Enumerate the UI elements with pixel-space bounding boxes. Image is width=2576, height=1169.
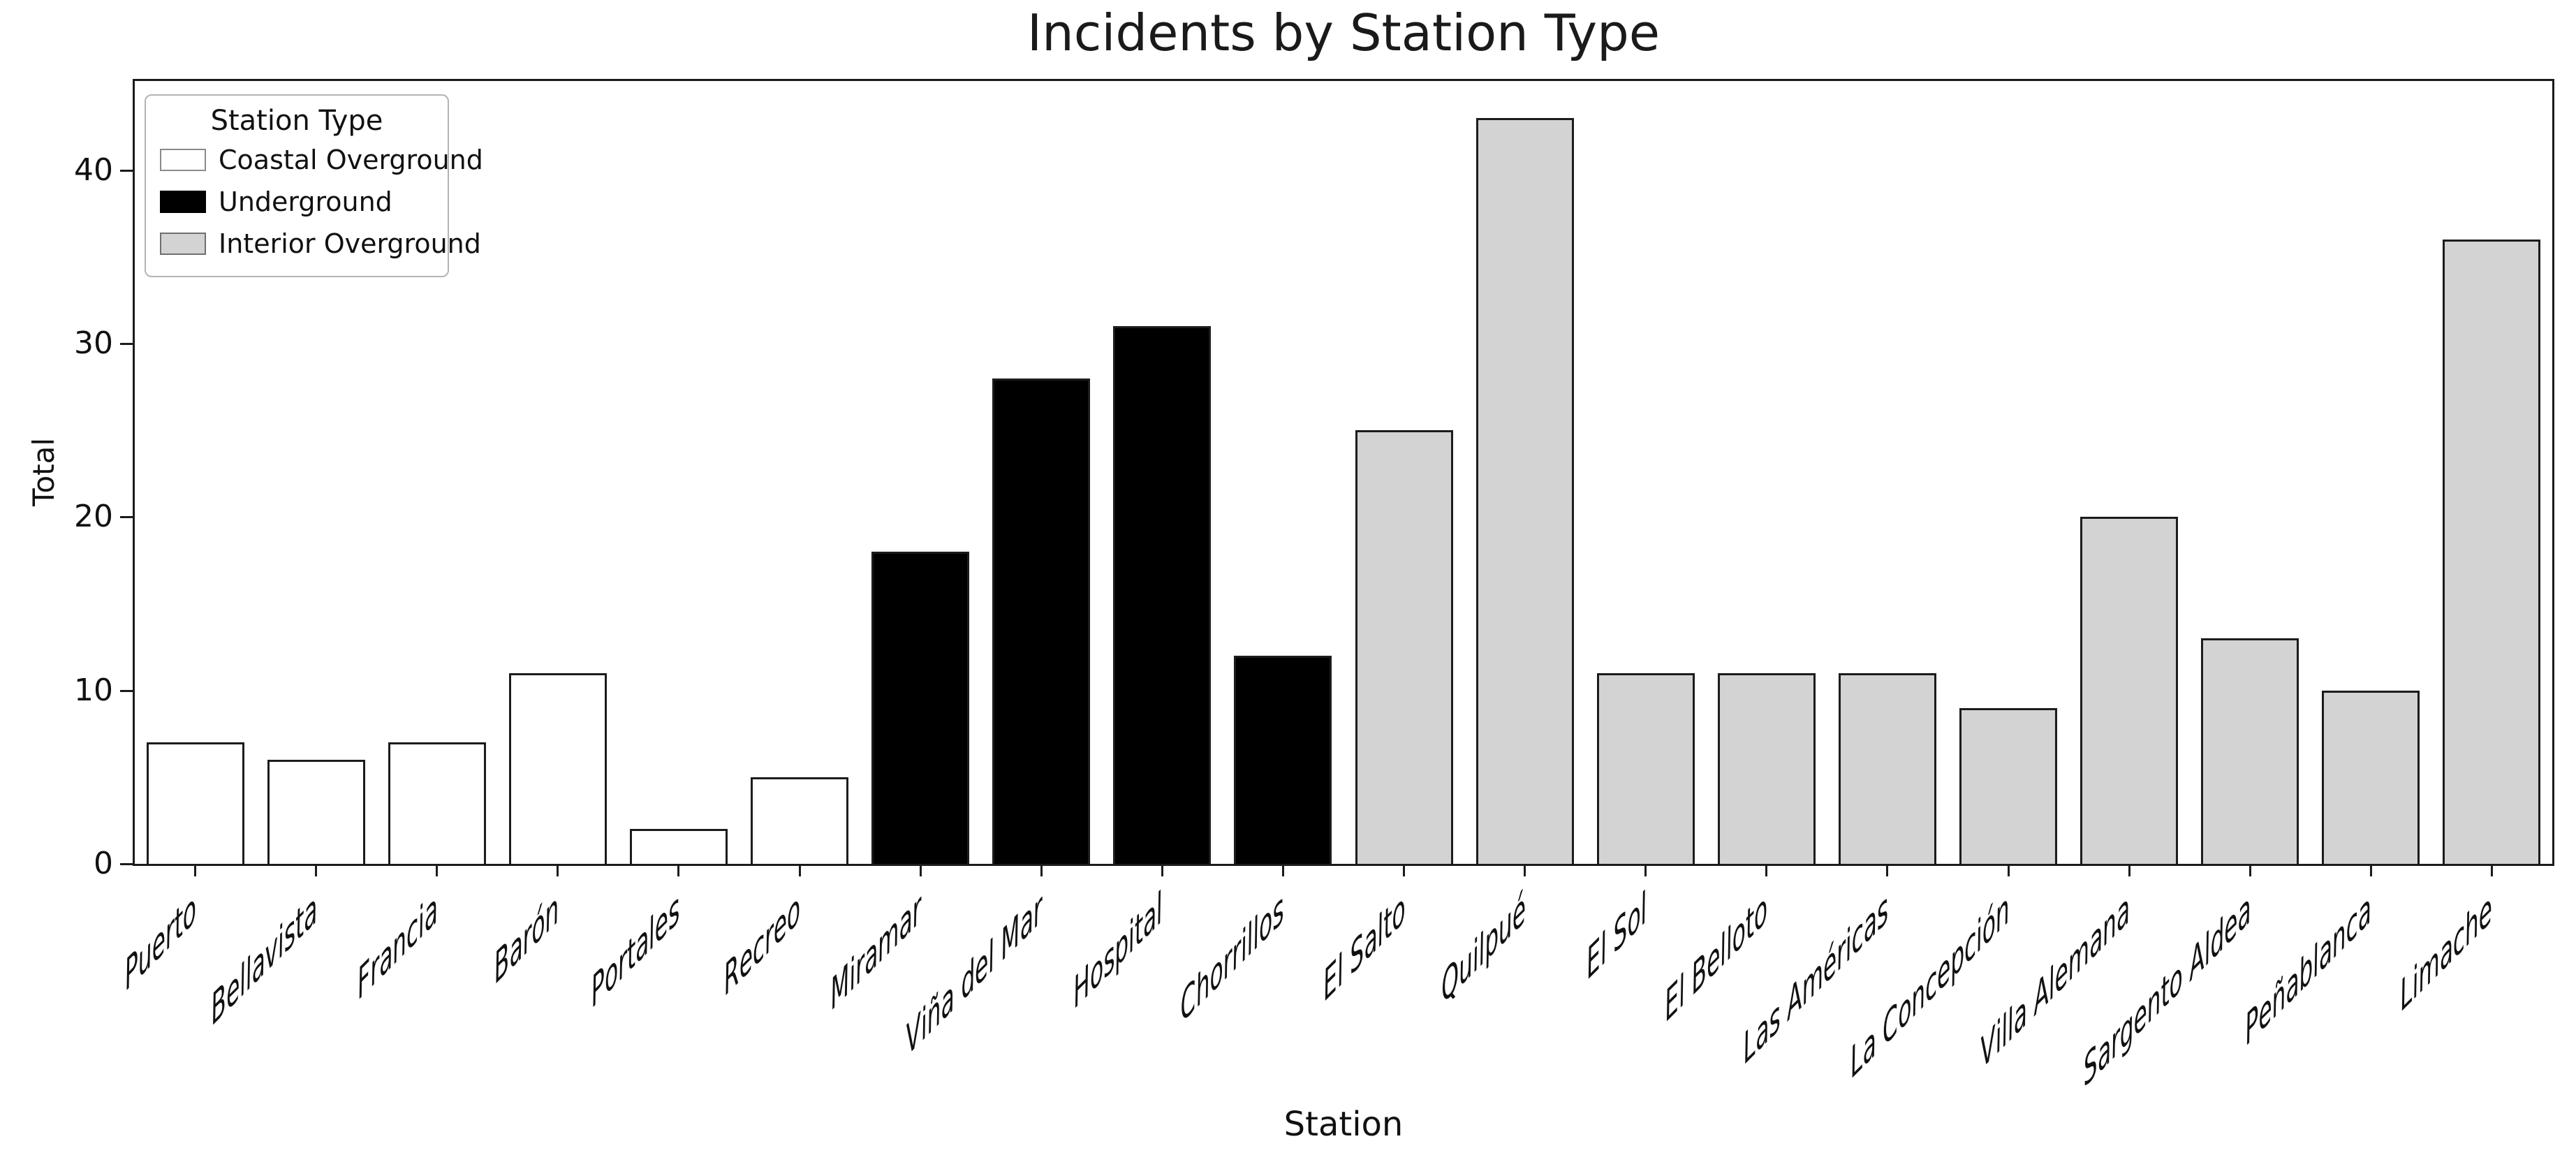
x-tick-label: Barón	[492, 883, 561, 994]
x-tick-label: Francia	[355, 883, 440, 1010]
x-tick-mark	[1040, 864, 1043, 876]
bar-El Belloto	[1718, 673, 1816, 864]
x-tick-mark	[557, 864, 559, 876]
x-tick-label: Peñablanca	[2243, 883, 2373, 1056]
y-tick-label: 30	[74, 325, 113, 361]
y-tick-label: 10	[74, 672, 113, 708]
x-tick-mark	[2249, 864, 2251, 876]
x-tick-label: Hospital	[1072, 883, 1165, 1019]
x-tick-mark	[1403, 864, 1405, 876]
chart-title: Incidents by Station Type	[1026, 3, 1661, 62]
bar-Hospital	[1113, 326, 1211, 864]
bar-Quilpué	[1476, 118, 1574, 864]
x-tick-label: El Sol	[1584, 883, 1649, 990]
x-axis-title: Station	[1283, 1105, 1404, 1144]
bar-Puerto	[147, 742, 244, 864]
x-tick-label: El Salto	[1321, 883, 1407, 1012]
y-tick-mark	[120, 170, 133, 172]
x-tick-mark	[315, 864, 317, 876]
x-tick-mark	[436, 864, 438, 876]
x-tick-mark	[2008, 864, 2010, 876]
x-tick-label: Viña del Mar	[904, 883, 1044, 1066]
bar-El Sol	[1597, 673, 1695, 864]
y-tick-mark	[120, 343, 133, 345]
x-tick-label: Bellavista	[209, 883, 319, 1036]
x-tick-mark	[2370, 864, 2372, 876]
y-tick-mark	[120, 690, 133, 692]
x-tick-mark	[1282, 864, 1284, 876]
bar-Limache	[2443, 240, 2540, 864]
x-tick-label: Sargento Aldea	[2081, 883, 2253, 1097]
x-tick-label: Chorrillos	[1178, 883, 1286, 1033]
x-tick-label: Las Américas	[1741, 883, 1890, 1075]
x-tick-mark	[2128, 864, 2130, 876]
bar-Villa Alemana	[2080, 517, 2178, 864]
bar-Miramar	[871, 552, 969, 864]
x-tick-label: Quilpué	[1439, 883, 1528, 1014]
x-tick-label: Villa Alemana	[1978, 883, 2132, 1079]
bar-Bellavista	[267, 760, 365, 864]
bars-layer	[135, 81, 2552, 864]
y-tick-label: 40	[74, 152, 113, 188]
x-tick-label: Puerto	[123, 883, 198, 1001]
bar-Las Américas	[1839, 673, 1936, 864]
bar-Viña del Mar	[992, 378, 1090, 864]
bar-El Salto	[1355, 430, 1453, 864]
y-tick-label: 20	[74, 499, 113, 534]
x-tick-label: La Concepción	[1848, 883, 2011, 1089]
bar-Peñablanca	[2322, 691, 2420, 864]
x-tick-label: Portales	[589, 883, 682, 1018]
x-tick-label: El Belloto	[1663, 883, 1769, 1032]
x-tick-mark	[1524, 864, 1526, 876]
y-tick-mark	[120, 516, 133, 518]
x-tick-label: Miramar	[828, 883, 923, 1020]
x-tick-mark	[677, 864, 679, 876]
x-tick-mark	[194, 864, 196, 876]
x-tick-mark	[920, 864, 922, 876]
y-tick-mark	[120, 863, 133, 865]
x-tick-mark	[799, 864, 801, 876]
x-tick-mark	[2491, 864, 2493, 876]
bar-Sargento Aldea	[2201, 638, 2299, 864]
y-tick-label: 0	[94, 846, 113, 881]
y-axis-title: Total	[27, 437, 61, 507]
bar-Portales	[630, 829, 728, 864]
x-tick-mark	[1765, 864, 1767, 876]
x-tick-mark	[1161, 864, 1163, 876]
bar-Chorrillos	[1234, 656, 1332, 864]
x-tick-label: Recreo	[722, 883, 802, 1006]
x-tick-mark	[1644, 864, 1647, 876]
bar-Recreo	[751, 777, 848, 864]
x-tick-mark	[1886, 864, 1888, 876]
bar-Francia	[388, 742, 486, 864]
x-tick-label: Limache	[2398, 883, 2494, 1022]
bar-La Concepción	[1959, 708, 2057, 864]
bar-Barón	[509, 673, 607, 864]
